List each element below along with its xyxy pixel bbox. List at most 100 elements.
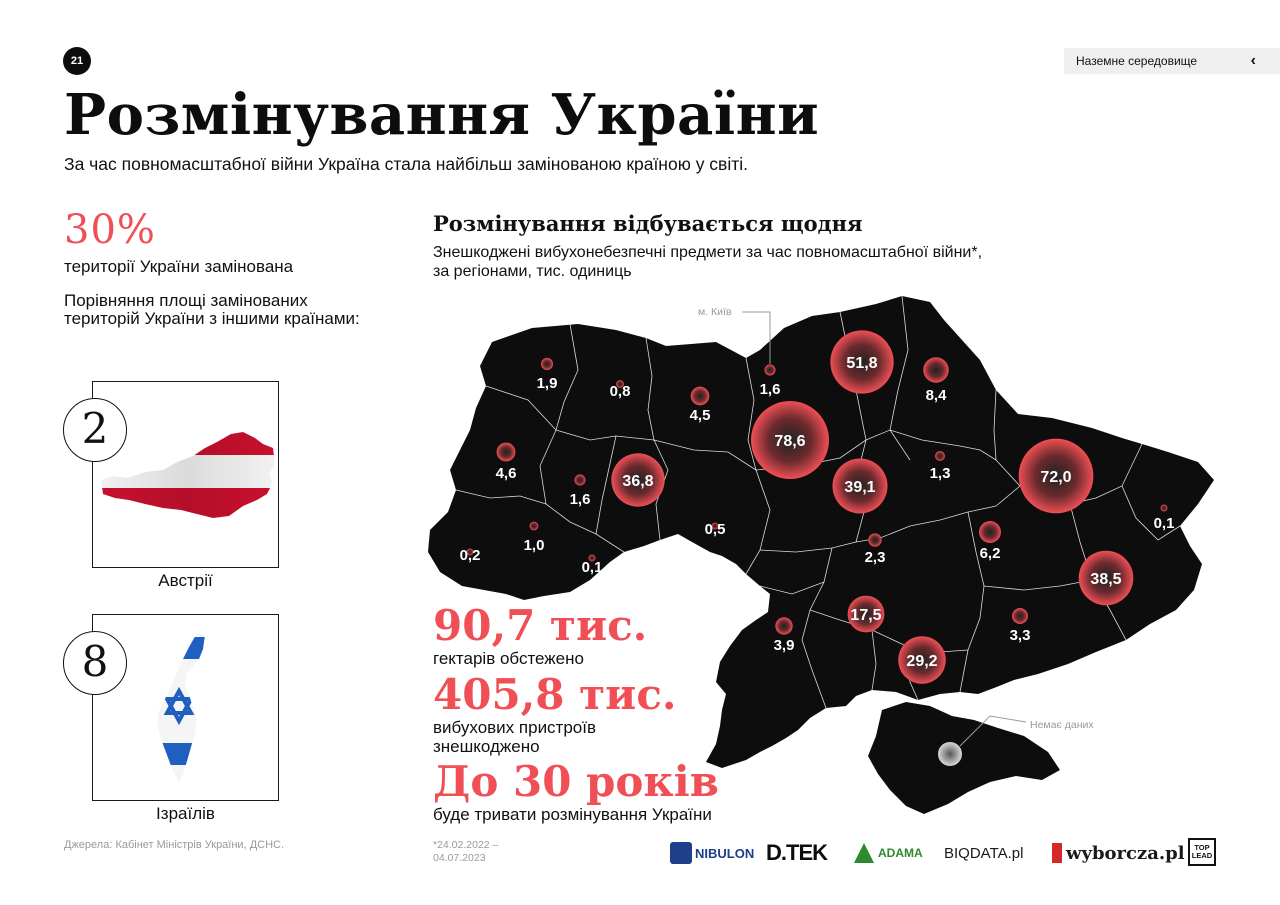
region-bubble	[611, 453, 665, 507]
region-bubble	[764, 364, 776, 376]
region-bubble	[616, 380, 624, 388]
region-value-label: 78,6	[774, 433, 805, 450]
region-value-label: 36,8	[622, 473, 653, 490]
region-bubble	[750, 400, 830, 480]
region-bubble	[1018, 438, 1094, 514]
region-bubble	[898, 636, 946, 684]
region-value-label: 1,6	[570, 491, 591, 508]
mined-territory-percent: 30%	[64, 207, 156, 253]
section-tab[interactable]: Наземне середовище ‹	[1064, 48, 1280, 74]
nibulon-icon	[670, 842, 692, 864]
page-title: Розмінування України	[64, 82, 820, 148]
no-data-label: Немає даних	[1030, 719, 1094, 731]
region-bubble	[574, 474, 586, 486]
ukraine-mainland	[428, 296, 1214, 768]
region-bubble	[540, 357, 554, 371]
biqdata-logo: BIQDATA.pl	[944, 844, 1024, 862]
bubble-layer: 1,9 0,8 1,6 51,8 8,4 4,5 78,6 4,6 1,6 36,8 39,1 1,3…	[460, 330, 1175, 684]
region-value-label: 1,3	[930, 465, 951, 482]
austria-flag-map	[101, 432, 275, 518]
region-bubble	[1012, 608, 1028, 624]
region-bubble	[588, 554, 596, 562]
region-bubble	[979, 521, 1001, 543]
region-bubble	[466, 548, 474, 556]
crimea-no-data-marker	[938, 742, 962, 766]
region-value-label: 1,6	[760, 381, 781, 398]
israel-card	[92, 614, 279, 801]
wyborcza-logo: wyborcza.pl	[1052, 838, 1185, 868]
region-value-label: 0,1	[582, 559, 603, 576]
no-data-leader-line	[959, 715, 1027, 747]
date-footnote-line1: *24.02.2022 –	[433, 839, 499, 851]
region-bubble	[775, 617, 793, 635]
stat-years-value: До 30 років	[433, 757, 719, 806]
wyborcza-text: wyborcza.pl	[1066, 842, 1185, 864]
region-bubble	[868, 533, 882, 547]
region-value-label: 51,8	[846, 355, 877, 372]
toplead-logo: TOP LEAD	[1188, 838, 1216, 866]
region-bubble	[830, 330, 894, 394]
stat-hectares: 90,7 тис. гектарів обстежено	[433, 601, 648, 669]
mined-territory-label: території України замінована	[64, 257, 294, 276]
crimea	[868, 702, 1060, 814]
page-number: 21	[63, 47, 91, 75]
region-value-label: 4,6	[496, 465, 517, 482]
region-value-label: 0,5	[705, 521, 726, 538]
dtek-logo: D.TEK	[766, 840, 828, 865]
region-value-label: 0,8	[610, 383, 631, 400]
stat-hectares-label: гектарів обстежено	[433, 649, 584, 668]
region-value-label: 3,3	[1010, 627, 1031, 644]
sources-note: Джерела: Кабінет Міністрів України, ДСНС…	[64, 839, 285, 851]
region-bubble	[1078, 550, 1134, 606]
comparison-label: Порівняння площі замінованих територій У…	[64, 291, 360, 328]
toplead-text-1: TOP	[1194, 843, 1210, 852]
israel-flag-map	[157, 633, 205, 783]
chart-title: Розмінування відбувається щодня	[433, 211, 863, 236]
nibulon-text: NIBULON	[695, 845, 755, 861]
chevron-left-icon[interactable]: ‹	[1250, 52, 1256, 69]
stat-hectares-value: 90,7 тис.	[433, 601, 648, 650]
adama-icon	[854, 843, 874, 863]
region-value-label: 0,2	[460, 547, 481, 564]
wyborcza-icon	[1052, 843, 1062, 863]
section-tab-label: Наземне середовище	[1076, 54, 1198, 68]
region-value-label: 6,2	[980, 545, 1001, 562]
austria-label: Австрії	[158, 571, 213, 590]
israel-rank: 8	[63, 631, 127, 695]
page-subtitle: За час повномасштабної війни Україна ста…	[64, 154, 749, 174]
region-bubble	[1160, 504, 1168, 512]
toplead-text-2: LEAD	[1191, 851, 1213, 860]
region-value-label: 0,1	[1154, 515, 1175, 532]
nibulon-logo: NIBULON	[670, 838, 754, 868]
stat-years-label: буде тривати розмінування України	[433, 805, 712, 824]
region-bubble	[832, 458, 888, 514]
date-footnote-line2: 04.07.2023	[433, 852, 486, 864]
region-value-label: 29,2	[906, 653, 937, 670]
region-value-label: 38,5	[1090, 571, 1121, 588]
kyiv-label: м. Київ	[698, 306, 732, 318]
region-value-label: 8,4	[926, 387, 948, 404]
region-value-label: 39,1	[844, 479, 875, 496]
chart-subtitle-line1: Знешкоджені вибухонебезпечні предмети за…	[433, 244, 983, 261]
region-bubble	[529, 521, 539, 531]
region-value-label: 2,3	[865, 549, 886, 566]
stat-devices-label-1: вибухових пристроїв	[433, 718, 597, 737]
austria-rank: 2	[63, 398, 127, 462]
region-bubble	[711, 522, 719, 530]
kyiv-leader-line	[742, 311, 771, 364]
region-bubble	[934, 450, 946, 462]
region-value-label: 4,5	[690, 407, 711, 424]
stat-devices-label-2: знешкоджено	[433, 737, 540, 756]
region-bubble	[690, 386, 710, 406]
region-bubble	[923, 357, 949, 383]
stat-devices-value: 405,8 тис.	[433, 670, 677, 719]
region-value-label: 72,0	[1040, 469, 1071, 486]
date-footnote: *24.02.2022 – 04.07.2023	[433, 839, 543, 865]
region-value-label: 3,9	[774, 637, 795, 654]
chart-subtitle: Знешкоджені вибухонебезпечні предмети за…	[433, 243, 1193, 281]
chart-subtitle-line2: за регіонами, тис. одиниць	[433, 263, 632, 280]
region-bubble	[847, 595, 885, 633]
region-value-label: 1,9	[537, 375, 558, 392]
region-bubble	[496, 442, 516, 462]
adama-text: ADAMA	[878, 846, 923, 860]
